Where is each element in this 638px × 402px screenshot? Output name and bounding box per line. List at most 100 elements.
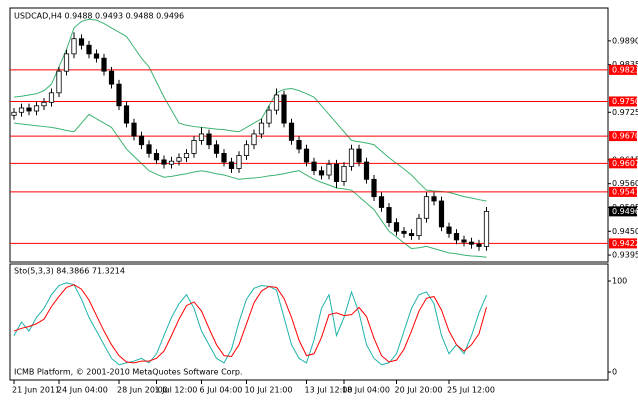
candle-body xyxy=(401,230,407,234)
y-tick-label: 0.9395 xyxy=(612,251,638,260)
candle-body xyxy=(363,161,370,180)
candle-body xyxy=(33,105,40,112)
candle-body xyxy=(18,107,25,113)
candle-body xyxy=(371,178,377,198)
candle-body xyxy=(311,161,317,172)
candle-body xyxy=(273,94,280,111)
candle-body xyxy=(326,163,332,176)
candle-body xyxy=(461,239,467,243)
candle-body xyxy=(138,135,145,146)
candle-body xyxy=(296,140,302,150)
stoch-frame xyxy=(9,263,609,381)
candle-body xyxy=(161,159,167,165)
candle-body xyxy=(146,144,152,154)
candle-body xyxy=(333,163,340,182)
candle-body xyxy=(56,70,62,94)
candle-body xyxy=(183,152,190,159)
candle-body xyxy=(341,165,347,182)
x-tick-label: 13 Jul 12:00 xyxy=(305,386,353,395)
candle-body xyxy=(168,160,175,165)
level-label: 0.9823 xyxy=(612,65,638,74)
candle-body xyxy=(86,44,92,55)
y-tick-label: 0.9890 xyxy=(612,36,638,45)
chart-title: USDCAD,H4 0.9488 0.9493 0.9488 0.9496 xyxy=(14,12,184,21)
level-box xyxy=(609,131,637,142)
level-box xyxy=(609,238,637,249)
candle-body xyxy=(303,148,310,163)
candle-body xyxy=(191,140,197,154)
candle-body xyxy=(356,148,362,163)
stoch-line xyxy=(13,282,487,366)
candle-body xyxy=(123,105,130,124)
y-tick-label: 0.9725 xyxy=(612,108,638,117)
candle-body xyxy=(63,53,70,72)
candle-body xyxy=(41,101,47,107)
candle-body xyxy=(348,148,355,167)
candle-body xyxy=(116,83,122,107)
last-price-label: 0.9496 xyxy=(612,207,638,216)
candle-body xyxy=(468,241,475,245)
level-box xyxy=(609,96,637,107)
level-label: 0.9670 xyxy=(612,132,638,141)
candle-body xyxy=(153,152,160,161)
level-box xyxy=(609,64,637,75)
candle-body xyxy=(48,92,55,103)
x-tick-label: 6 Jul 04:00 xyxy=(200,386,243,395)
footer: ICMB Platform, © 2001-2010 MetaQuotes So… xyxy=(14,368,243,377)
candle-body xyxy=(93,53,100,59)
y-tick-label: 0.9560 xyxy=(612,179,638,188)
candle-body xyxy=(108,70,115,85)
level-label: 0.9422 xyxy=(612,239,638,248)
bollinger-band xyxy=(13,18,487,202)
candle-body xyxy=(476,243,482,247)
level-box xyxy=(609,158,637,169)
level-label: 0.9607 xyxy=(612,159,638,168)
y-tick-label: 0 xyxy=(612,367,617,376)
x-tick-label: 10 Jul 21:00 xyxy=(245,386,293,395)
candle-body xyxy=(213,144,220,154)
x-tick-label: 28 Jun 20:00 xyxy=(117,386,168,395)
candle-body xyxy=(483,210,490,247)
stoch-title: Sto(5,3,3) 84.3866 71.3214 xyxy=(14,267,125,276)
candle-body xyxy=(176,157,182,162)
candle-body xyxy=(243,144,250,156)
candle-body xyxy=(378,196,385,208)
last-price-box xyxy=(609,206,637,217)
candle-body xyxy=(281,94,287,124)
candle-body xyxy=(438,200,445,228)
candle-body xyxy=(416,217,422,237)
level-label: 0.9750 xyxy=(612,97,638,106)
level-box xyxy=(609,186,637,197)
candle-body xyxy=(11,111,17,116)
candle-body xyxy=(101,57,107,72)
candle-body xyxy=(431,196,437,202)
x-tick-label: 18 Jul 04:00 xyxy=(342,386,390,395)
level-label: 0.9541 xyxy=(612,187,638,196)
candle-body xyxy=(393,222,400,232)
candle-body xyxy=(386,207,392,224)
candle-body xyxy=(198,133,205,141)
candle-body xyxy=(236,155,242,169)
candle-body xyxy=(288,122,295,141)
candle-body xyxy=(453,233,460,241)
y-tick-label: 0.9835 xyxy=(612,60,638,69)
candle-body xyxy=(78,38,85,46)
candle-body xyxy=(228,161,235,169)
x-tick-label: 21 Jun 2011 xyxy=(12,386,60,395)
x-tick-label: 25 Jul 12:00 xyxy=(447,386,495,395)
candle-body xyxy=(206,133,212,146)
candle-body xyxy=(446,226,452,234)
candle-body xyxy=(266,109,272,124)
x-tick-label: 24 Jun 04:00 xyxy=(57,386,108,395)
candle-body xyxy=(71,38,77,55)
candle-body xyxy=(423,196,430,219)
main-frame xyxy=(9,7,609,263)
x-tick-label: 20 Jul 20:00 xyxy=(395,386,443,395)
candle-body xyxy=(251,133,257,146)
y-tick-label: 100 xyxy=(612,277,627,286)
candle-body xyxy=(131,122,137,137)
stoch-line xyxy=(13,284,487,364)
candle-body xyxy=(258,122,265,135)
